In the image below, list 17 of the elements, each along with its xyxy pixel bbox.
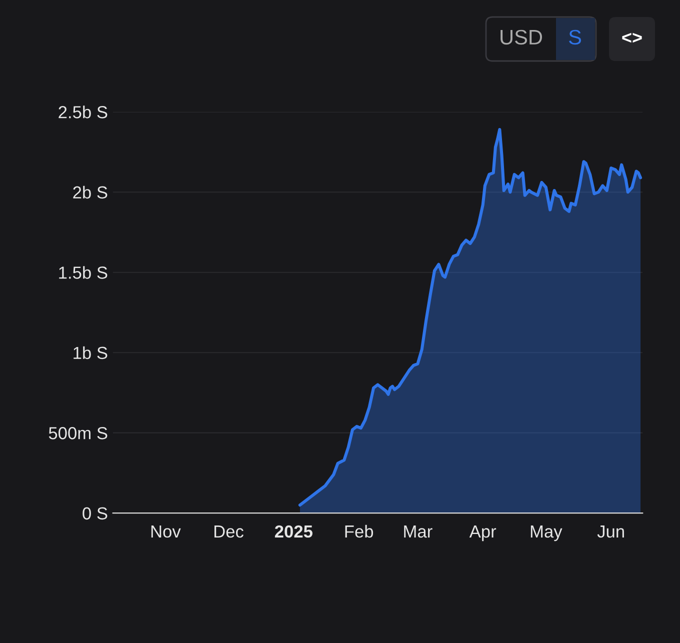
y-tick-label: 1.5b S bbox=[59, 266, 108, 279]
y-tick-label: 2b S bbox=[73, 186, 108, 199]
y-tick-label: 0 S bbox=[82, 507, 108, 520]
x-tick-label: Feb bbox=[345, 524, 374, 538]
x-tick-label: Mar bbox=[404, 526, 432, 538]
x-tick-label: 2025 bbox=[274, 525, 312, 538]
text: <> bbox=[622, 32, 642, 43]
x-tick-label: Dec bbox=[214, 526, 244, 538]
x-tick-label: Nov bbox=[151, 526, 181, 538]
y-tick-label: 1b S bbox=[74, 346, 108, 360]
x-tick-label: Apr bbox=[469, 526, 496, 542]
x-tick-label: Jun bbox=[597, 526, 624, 538]
text: USD bbox=[500, 30, 542, 45]
text: S bbox=[569, 30, 581, 45]
x-tick-label: May bbox=[530, 526, 562, 542]
y-tick-label: 2.5b S bbox=[58, 106, 108, 118]
y-tick-label: 500m S bbox=[48, 427, 108, 440]
